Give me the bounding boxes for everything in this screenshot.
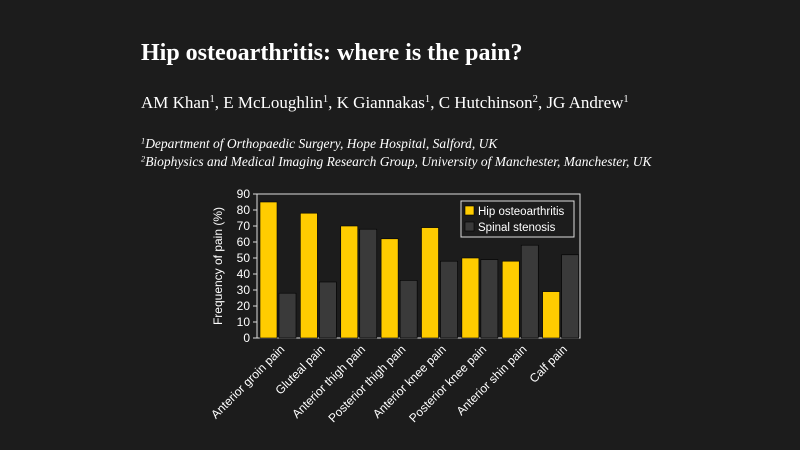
bar-spinal-stenosis <box>278 292 297 339</box>
affiliation-mark: 2 <box>141 154 146 164</box>
y-tick-label: 30 <box>237 283 251 297</box>
author-affiliation-mark: 2 <box>532 94 538 106</box>
author-affiliation-mark: 1 <box>322 94 329 106</box>
author-affiliation-mark: 1 <box>209 94 215 106</box>
bar-hip-osteoarthritis <box>461 257 480 339</box>
author-affiliation-mark: 1 <box>623 94 629 106</box>
author-name: C Hutchinson <box>438 93 533 112</box>
author-separator: , <box>214 93 224 112</box>
x-category-label: Posterior knee pain <box>406 342 489 425</box>
bar-hip-osteoarthritis <box>380 238 399 339</box>
y-tick-label: 60 <box>237 235 251 249</box>
y-tick-label: 0 <box>243 331 250 345</box>
bar-spinal-stenosis <box>399 280 418 339</box>
author-name: E McLoughlin <box>223 93 323 112</box>
bar-spinal-stenosis <box>561 254 579 339</box>
affiliation-text: Department of Orthopaedic Surgery, Hope … <box>145 136 498 151</box>
y-tick-label: 70 <box>237 219 251 233</box>
y-tick-label: 20 <box>237 299 251 313</box>
affiliation-2: 2Biophysics and Medical Imaging Research… <box>141 154 651 170</box>
author-separator: , <box>537 93 547 112</box>
legend-label: Spinal stenosis <box>478 222 556 234</box>
legend-label: Hip osteoarthritis <box>478 206 565 218</box>
author-name: JG Andrew <box>546 93 624 112</box>
plot-frame <box>256 193 581 339</box>
x-category-label: Anterior thigh pain <box>289 342 368 421</box>
y-tick-label: 40 <box>237 267 251 281</box>
legend-swatch <box>464 205 475 216</box>
bar-hip-osteoarthritis <box>340 225 359 339</box>
y-tick-label: 50 <box>237 251 251 265</box>
author-list: AM Khan1, E McLoughlin1, K Giannakas1, C… <box>141 93 629 113</box>
affiliation-text: Biophysics and Medical Imaging Research … <box>145 154 652 169</box>
affiliation-1: 1Department of Orthopaedic Surgery, Hope… <box>141 136 497 152</box>
bar-spinal-stenosis <box>440 260 458 339</box>
x-category-label: Anterior shin pain <box>454 342 530 418</box>
slide-title: Hip osteoarthritis: where is the pain? <box>141 40 523 66</box>
x-category-label: Anterior groin pain <box>208 342 287 421</box>
x-category-label: Calf pain <box>527 342 570 385</box>
bar-hip-osteoarthritis <box>259 201 278 339</box>
bar-hip-osteoarthritis <box>542 291 560 339</box>
x-category-label: Anterior knee pain <box>370 342 449 421</box>
y-axis-label: Frequency of pain (%) <box>211 207 225 325</box>
affiliation-mark: 1 <box>141 136 146 146</box>
author-separator: , <box>430 93 439 112</box>
y-tick-label: 90 <box>237 187 251 201</box>
bar-hip-osteoarthritis <box>421 227 439 339</box>
bar-spinal-stenosis <box>520 244 539 339</box>
y-tick-label: 80 <box>237 203 251 217</box>
author-name: AM Khan <box>141 93 210 112</box>
author-separator: , <box>328 93 337 112</box>
x-category-label: Posterior thigh pain <box>325 342 408 425</box>
bar-hip-osteoarthritis <box>501 260 520 339</box>
bar-hip-osteoarthritis <box>300 212 318 339</box>
legend-swatch <box>464 221 475 232</box>
bar-spinal-stenosis <box>359 228 378 339</box>
legend-box <box>460 200 575 238</box>
author-affiliation-mark: 1 <box>424 94 431 106</box>
y-tick-label: 10 <box>237 315 251 329</box>
bar-spinal-stenosis <box>319 281 337 339</box>
bar-spinal-stenosis <box>480 259 499 339</box>
author-name: K Giannakas <box>336 93 425 112</box>
